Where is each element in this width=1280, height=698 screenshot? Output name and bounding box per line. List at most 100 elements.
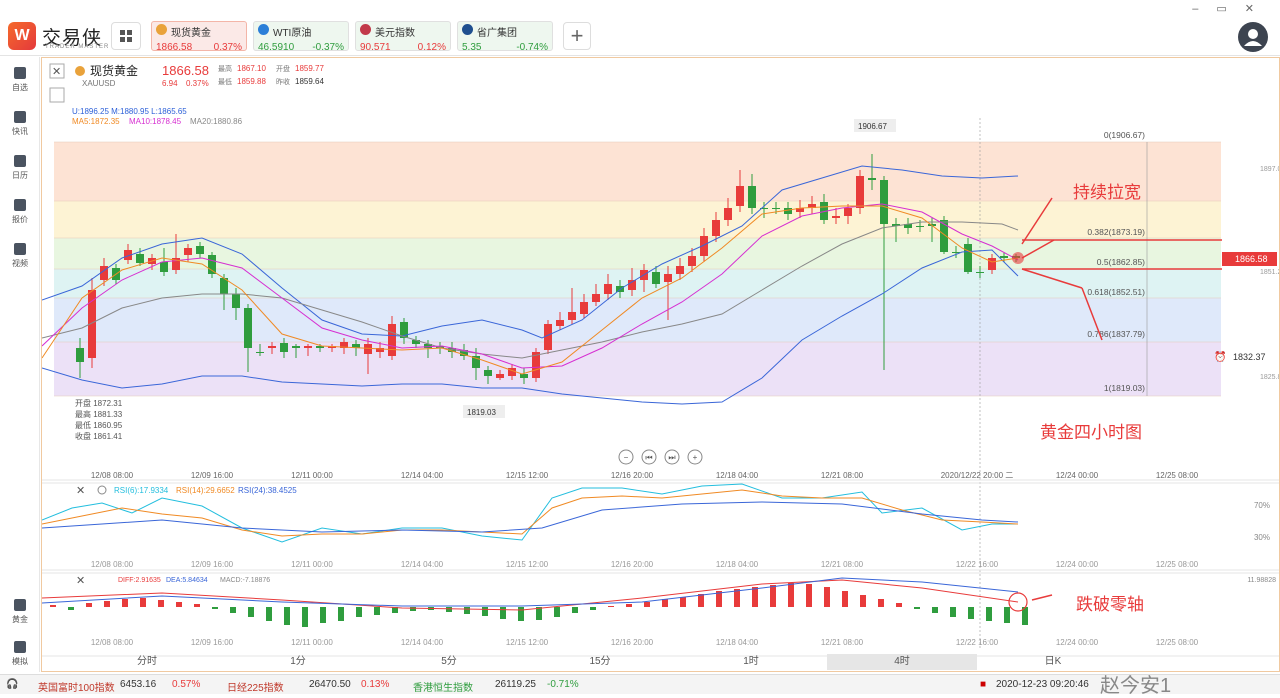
ohlc-info: 最高 1881.33 bbox=[75, 409, 123, 419]
candle-body bbox=[676, 266, 684, 274]
grid-layout-button[interactable] bbox=[111, 22, 141, 50]
candle-body bbox=[856, 176, 864, 208]
timeframe-tab[interactable]: 5分 bbox=[441, 656, 457, 667]
timeframe-tab[interactable]: 1时 bbox=[743, 656, 759, 667]
macd-bar bbox=[320, 607, 326, 623]
rsi6 bbox=[42, 483, 1018, 543]
candle-body bbox=[1000, 256, 1008, 258]
nav-item[interactable]: 日历 bbox=[0, 155, 40, 181]
candle-body bbox=[952, 252, 960, 253]
macd-bar bbox=[158, 600, 164, 607]
nav-item[interactable]: 模拟 bbox=[0, 641, 40, 667]
rsi6-value: RSI(6):17.9334 bbox=[114, 486, 169, 495]
x-axis-label: 12/15 12:00 bbox=[506, 560, 549, 569]
headset-icon[interactable]: 🎧 bbox=[6, 679, 19, 690]
candle-body bbox=[400, 322, 408, 338]
candle-body bbox=[232, 294, 240, 308]
macd-bar bbox=[662, 599, 668, 607]
add-ticker-button[interactable]: + bbox=[563, 22, 591, 50]
timeframe-tab[interactable]: 4时 bbox=[827, 654, 977, 670]
current-price: 1866.58 bbox=[1235, 254, 1268, 264]
app-logo-icon: W bbox=[8, 22, 36, 50]
alert-price: 1832.37 bbox=[1233, 352, 1266, 362]
ma10 bbox=[42, 203, 1019, 369]
macd-bar bbox=[410, 607, 416, 611]
ticker-tab[interactable]: 现货黄金 1866.58 0.37% bbox=[151, 21, 247, 53]
ticker-tab[interactable]: WTI原油 46.5910 -0.37% bbox=[253, 21, 349, 53]
macd-bar bbox=[302, 607, 308, 627]
candle-body bbox=[808, 204, 816, 208]
boll-values: U:1896.25 M:1880.95 L:1865.65 bbox=[72, 107, 187, 116]
macd-bar bbox=[680, 597, 686, 607]
macd-bar bbox=[950, 607, 956, 617]
nav-item[interactable]: 黄金 bbox=[0, 599, 40, 625]
open-label: 开盘 bbox=[276, 64, 290, 73]
candle-body bbox=[904, 224, 912, 228]
timeframe-tab[interactable]: 分时 bbox=[137, 656, 157, 667]
zoom-control-button[interactable] bbox=[618, 449, 634, 465]
close-button[interactable] bbox=[49, 63, 65, 79]
index-name: 日经225指数 bbox=[227, 683, 284, 694]
candle-body bbox=[244, 308, 252, 348]
candle-body bbox=[376, 348, 384, 352]
draw-tool-button[interactable] bbox=[49, 87, 65, 103]
zoom-control-button[interactable] bbox=[664, 449, 680, 465]
candle-body bbox=[868, 178, 876, 180]
macd-bar bbox=[86, 603, 92, 607]
ticker-tab[interactable]: 省广集团 5.35 -0.74% bbox=[457, 21, 553, 53]
ticker-tab[interactable]: 美元指数 90.571 0.12% bbox=[355, 21, 451, 53]
index-chg: 0.13% bbox=[361, 679, 390, 690]
close-icon[interactable]: ✕ bbox=[76, 575, 85, 587]
rsi14-value: RSI(14):29.6652 bbox=[176, 486, 235, 495]
candle-body bbox=[100, 266, 108, 280]
macd-bar bbox=[536, 607, 542, 620]
candle-body bbox=[712, 220, 720, 236]
x-axis-label: 12/18 04:00 bbox=[716, 471, 759, 480]
x-axis-label: 12/09 16:00 bbox=[191, 471, 234, 480]
zoom-control-button[interactable] bbox=[641, 449, 657, 465]
timeframe-tab[interactable]: 15分 bbox=[589, 656, 611, 667]
settings-icon[interactable] bbox=[97, 485, 107, 495]
zoom-control-button[interactable] bbox=[687, 449, 703, 465]
ma10-value: MA10:1878.45 bbox=[129, 117, 182, 126]
annotation-arrow bbox=[1021, 197, 1053, 245]
nav-item[interactable]: 视频 bbox=[0, 243, 40, 269]
nav-label: 模拟 bbox=[12, 657, 28, 666]
close-icon[interactable]: ✕ bbox=[52, 66, 61, 78]
candle-body bbox=[472, 356, 480, 368]
gold-icon bbox=[75, 66, 85, 76]
macd-bar bbox=[896, 603, 902, 607]
nav-item[interactable]: 自选 bbox=[0, 67, 40, 93]
nav-label: 快讯 bbox=[12, 127, 28, 136]
x-axis-label: 12/16 20:00 bbox=[611, 560, 654, 569]
macd-bar bbox=[284, 607, 290, 625]
fib-label: 0.786(1837.79) bbox=[1087, 329, 1145, 339]
candle-body bbox=[664, 274, 672, 282]
ticker-icon bbox=[462, 24, 473, 35]
avatar[interactable] bbox=[1238, 22, 1268, 52]
window-controls[interactable]: –▭✕ bbox=[1192, 3, 1272, 15]
candle-body bbox=[844, 208, 852, 216]
macd-bar bbox=[932, 607, 938, 613]
x-axis-label: 12/14 04:00 bbox=[401, 560, 444, 569]
chart-area[interactable]: W ✕ 现货黄金 XAUUSD 1866.58 6.94 0.37% 最高 1867.10 开盘 1… bbox=[41, 57, 1280, 672]
macd-bar bbox=[716, 591, 722, 607]
macd-bar bbox=[968, 607, 974, 619]
symbol-price: 1866.58 bbox=[162, 63, 209, 78]
candle-body bbox=[724, 208, 732, 220]
macd-bar bbox=[626, 604, 632, 607]
nav-item[interactable]: 报价 bbox=[0, 199, 40, 225]
nav-item[interactable]: 快讯 bbox=[0, 111, 40, 137]
ticker-name: 省广集团 bbox=[477, 28, 517, 39]
candle-body bbox=[136, 254, 144, 263]
candle-body bbox=[292, 346, 300, 348]
timeframe-tab[interactable]: 日K bbox=[1044, 656, 1062, 667]
macd-bar bbox=[194, 604, 200, 607]
alarm-icon[interactable]: ⏰ bbox=[1214, 350, 1226, 363]
candle-body bbox=[796, 208, 804, 212]
candle-body bbox=[604, 284, 612, 294]
timeframe-tab[interactable]: 1分 bbox=[290, 656, 306, 667]
close-icon[interactable]: ✕ bbox=[76, 485, 85, 497]
ticker-change: -0.37% bbox=[312, 42, 344, 53]
